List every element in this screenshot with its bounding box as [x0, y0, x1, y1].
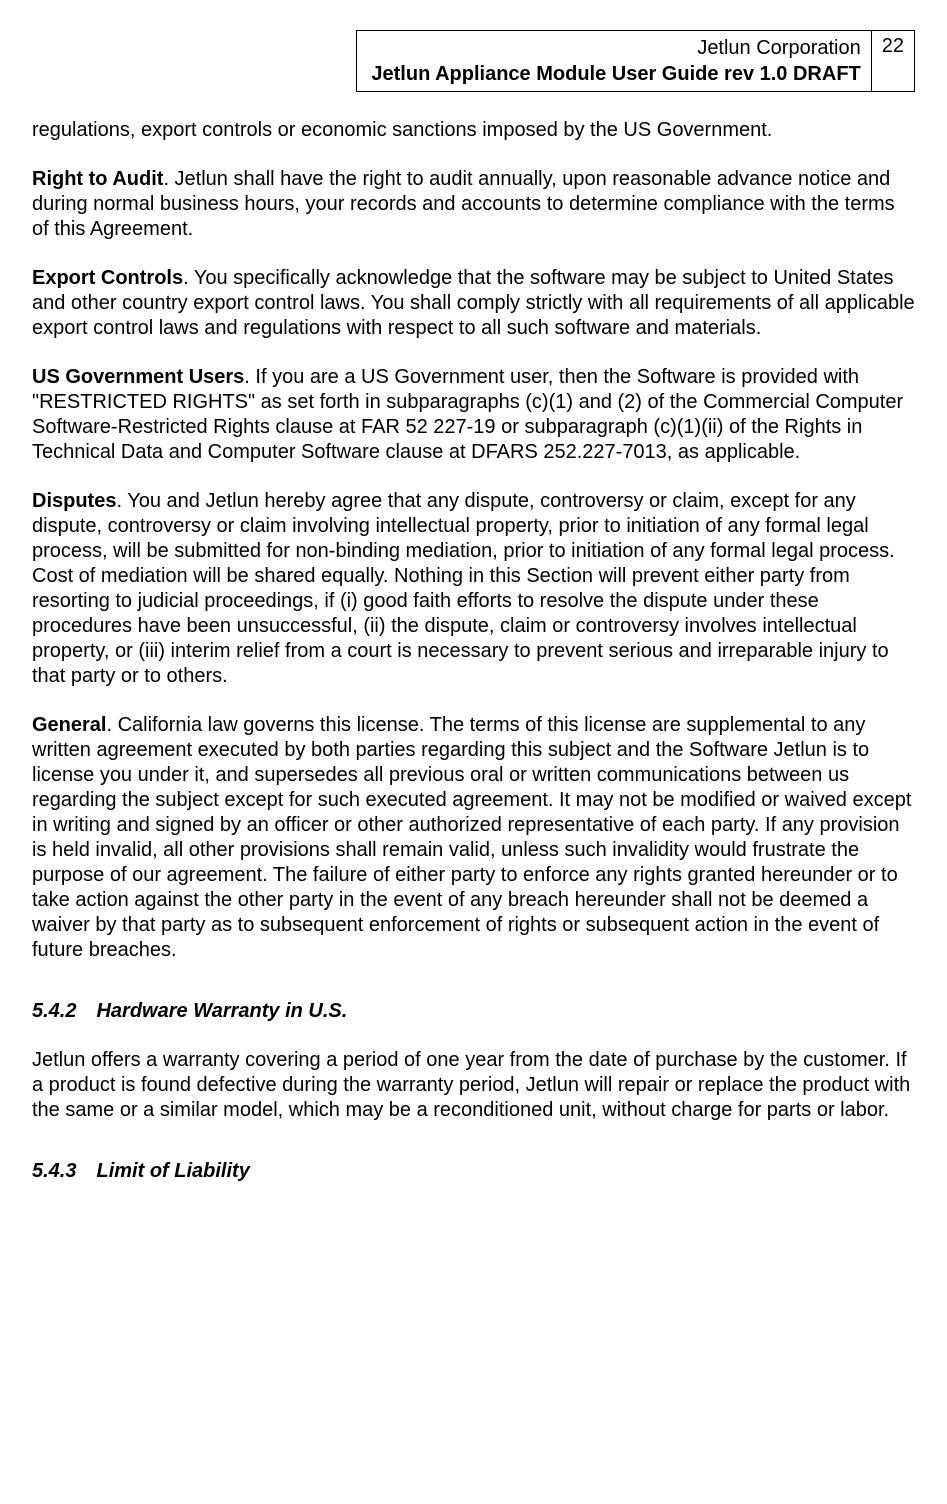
- us-gov-label: US Government Users: [32, 366, 244, 388]
- header-box: Jetlun Corporation Jetlun Appliance Modu…: [356, 30, 915, 92]
- header-text-cell: Jetlun Corporation Jetlun Appliance Modu…: [357, 31, 871, 91]
- export-controls-label: Export Controls: [32, 267, 183, 289]
- section-543-heading: 5.4.3 Limit of Liability: [32, 1159, 915, 1184]
- page-content: regulations, export controls or economic…: [32, 118, 915, 1184]
- section-543-num: 5.4.3: [32, 1159, 76, 1184]
- header-company: Jetlun Corporation: [371, 35, 860, 61]
- header-doc-title: Jetlun Appliance Module User Guide rev 1…: [371, 61, 860, 87]
- disputes-paragraph: Disputes. You and Jetlun hereby agree th…: [32, 489, 915, 689]
- export-controls-paragraph: Export Controls. You specifically acknow…: [32, 266, 915, 341]
- page-header: Jetlun Corporation Jetlun Appliance Modu…: [32, 30, 915, 92]
- section-543-title: Limit of Liability: [96, 1160, 249, 1182]
- general-label: General: [32, 714, 106, 736]
- intro-tail-paragraph: regulations, export controls or economic…: [32, 118, 915, 143]
- section-542-heading: 5.4.2 Hardware Warranty in U.S.: [32, 999, 915, 1024]
- disputes-body: . You and Jetlun hereby agree that any d…: [32, 490, 895, 687]
- right-to-audit-label: Right to Audit: [32, 168, 163, 190]
- right-to-audit-paragraph: Right to Audit. Jetlun shall have the ri…: [32, 167, 915, 242]
- section-542-num: 5.4.2: [32, 999, 76, 1024]
- general-body: . California law governs this license. T…: [32, 714, 911, 961]
- general-paragraph: General. California law governs this lic…: [32, 713, 915, 963]
- section-542-body: Jetlun offers a warranty covering a peri…: [32, 1048, 915, 1123]
- section-542-title: Hardware Warranty in U.S.: [96, 1000, 347, 1022]
- page-number: 22: [872, 31, 914, 91]
- disputes-label: Disputes: [32, 490, 116, 512]
- us-gov-paragraph: US Government Users. If you are a US Gov…: [32, 365, 915, 465]
